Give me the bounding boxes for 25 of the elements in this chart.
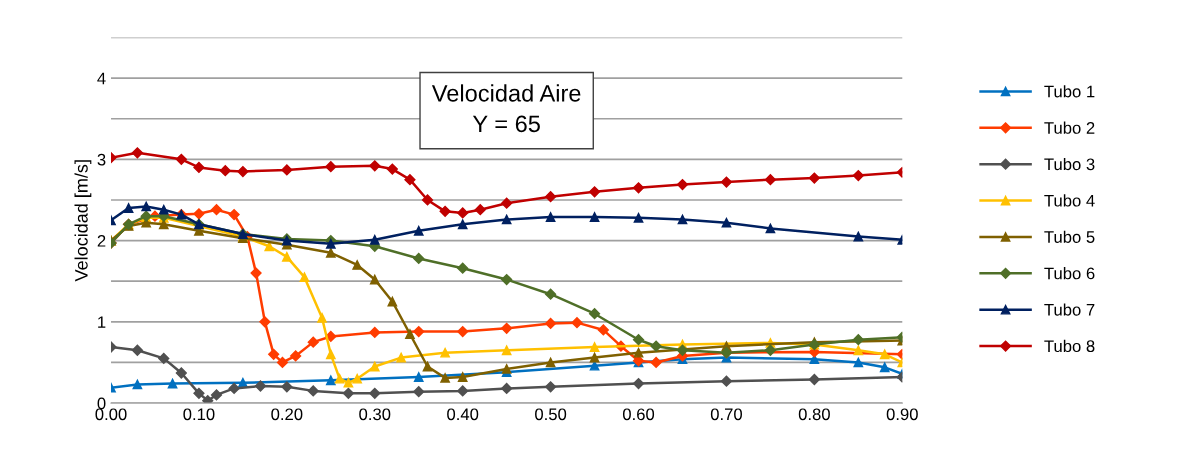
x-tick-label: 0.70 <box>710 408 743 421</box>
legend-label: Tubo 2 <box>1044 121 1095 134</box>
x-tick-label: 0.50 <box>535 408 567 421</box>
legend-label: Tubo 6 <box>1044 267 1095 280</box>
y-tick-label: 0 <box>97 397 106 410</box>
x-tick-label: 0.40 <box>447 408 479 421</box>
x-tick-label: 0.90 <box>886 408 918 421</box>
legend-label: Tubo 1 <box>1044 85 1095 98</box>
legend-label: Tubo 5 <box>1044 230 1095 243</box>
x-tick-label: 0.60 <box>622 408 655 421</box>
y-axis-title: Velocidad [m/s] <box>74 160 92 282</box>
legend-label: Tubo 3 <box>1044 157 1095 171</box>
y-tick-label: 4 <box>97 72 106 85</box>
x-tick-label: 0.10 <box>183 408 215 421</box>
x-tick-label: 0.20 <box>271 408 303 421</box>
y-tick-label: 2 <box>97 234 106 247</box>
legend-label: Tubo 7 <box>1044 303 1095 316</box>
y-tick-label: 3 <box>97 153 106 166</box>
x-tick-label: 0.80 <box>798 408 830 421</box>
legend-label: Tubo 4 <box>1044 194 1095 207</box>
x-tick-label: 0.30 <box>359 408 391 421</box>
x-tick-label: 0.00 <box>95 408 127 421</box>
text: Velocidad Aire Y = 65 <box>431 84 581 133</box>
y-tick-label: 1 <box>98 316 106 328</box>
legend-label: Tubo 8 <box>1044 339 1095 353</box>
